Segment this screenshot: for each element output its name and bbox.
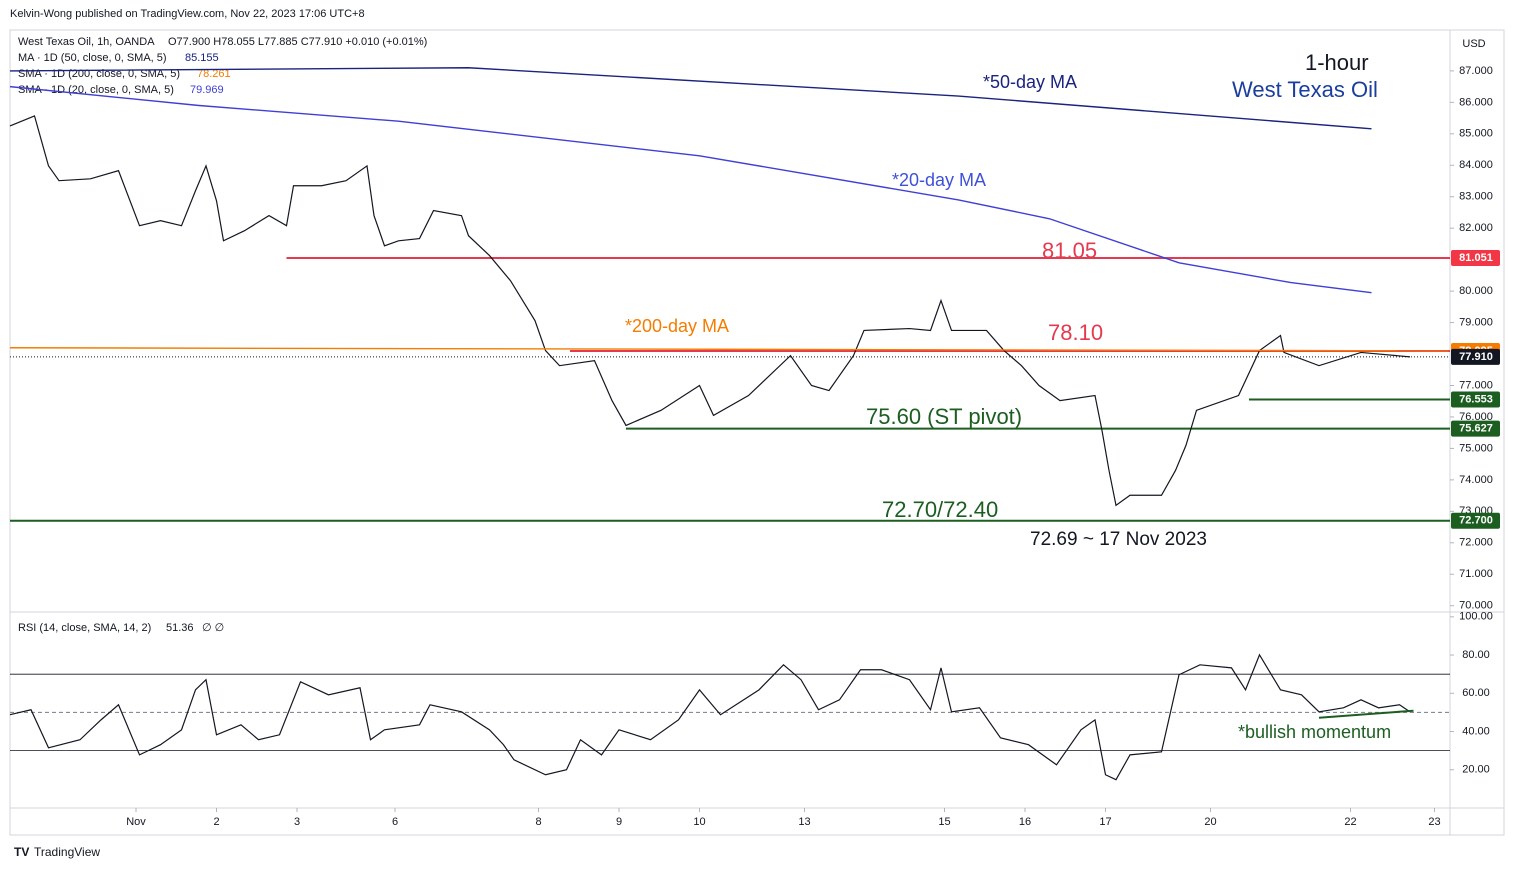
x-tick-label: 10 [693, 816, 705, 828]
price-tag-label: 72.700 [1459, 515, 1493, 527]
y-tick-label: 80.00 [1462, 649, 1490, 661]
x-tick-label: 8 [535, 816, 541, 828]
x-tick-label: 6 [392, 816, 398, 828]
annotation: *bullish momentum [1238, 722, 1391, 742]
y-tick-label: 79.000 [1459, 316, 1493, 328]
x-tick-label: 13 [798, 816, 810, 828]
y-tick-label: 20.00 [1462, 764, 1490, 776]
price-tag [1451, 512, 1500, 529]
logo: TV [14, 845, 29, 859]
annotation: 75.60 (ST pivot) [866, 404, 1022, 429]
y-tick-label: 71.000 [1459, 568, 1493, 580]
legend-ohlc: O77.900 H78.055 L77.885 C77.910 +0.010 (… [168, 36, 427, 48]
y-tick-label: 60.00 [1462, 687, 1490, 699]
series-line [9, 115, 1411, 507]
y-tick-label: 73.000 [1459, 505, 1493, 517]
y-tick-label: 100.00 [1459, 611, 1493, 623]
x-tick-label: 20 [1204, 816, 1216, 828]
y-tick-label: 86.000 [1459, 96, 1493, 108]
x-tick-label: 23 [1428, 816, 1440, 828]
x-tick-label: 3 [294, 816, 300, 828]
x-tick-label: 16 [1019, 816, 1031, 828]
annotation: 72.69 ~ 17 Nov 2023 [1030, 529, 1207, 550]
x-tick-label: 17 [1099, 816, 1111, 828]
price-tag [1451, 348, 1500, 365]
series-line [9, 347, 1449, 352]
y-tick-label: 76.000 [1459, 411, 1493, 423]
price-tag [1451, 250, 1500, 267]
y-tick-label: 80.000 [1459, 285, 1493, 297]
y-tick-label: 74.000 [1459, 474, 1493, 486]
annotation: 72.70/72.40 [882, 497, 998, 522]
series-line [9, 67, 1372, 130]
header: Kelvin-Wong published on TradingView.com… [10, 8, 365, 20]
legend-indicator: SMA · 1D (20, close, 0, SMA, 5) [18, 84, 174, 96]
series-line [1318, 709, 1414, 719]
series-line [9, 85, 1372, 294]
rsi-last: 51.36 [166, 622, 194, 634]
price-tag-label: 77.910 [1459, 351, 1493, 363]
x-tick-label: 2 [213, 816, 219, 828]
series-line [9, 653, 1411, 781]
y-tick-label: 84.000 [1459, 159, 1493, 171]
y-tick-label: 83.000 [1459, 191, 1493, 203]
x-tick-label: 22 [1344, 816, 1356, 828]
price-tag-label: 81.051 [1459, 252, 1493, 264]
annotation: 81.05 [1042, 238, 1097, 263]
y-tick-label: 72.000 [1459, 537, 1493, 549]
y-tick-label: 75.000 [1459, 442, 1493, 454]
y-tick-label: 87.000 [1459, 65, 1493, 77]
annotation: *200-day MA [625, 316, 729, 336]
legend-symbol: West Texas Oil, 1h, OANDA [18, 36, 155, 48]
y-tick-label: 70.000 [1459, 600, 1493, 612]
price-tag-label: 76.553 [1459, 393, 1493, 405]
legend-indicator: MA · 1D (50, close, 0, SMA, 5) [18, 52, 167, 64]
y-tick-label: 82.000 [1459, 222, 1493, 234]
rsi-title: RSI (14, close, SMA, 14, 2) [18, 622, 151, 634]
currency: USD [1462, 38, 1485, 50]
annotation: 78.10 [1048, 320, 1103, 345]
price-tag [1451, 420, 1500, 437]
legend-value: 85.155 [185, 52, 219, 64]
y-tick-label: 40.00 [1462, 725, 1490, 737]
rsi-flags: ∅ ∅ [202, 622, 224, 634]
x-tick-label: Nov [126, 816, 146, 828]
y-tick-label: 77.000 [1459, 379, 1493, 391]
annotation: West Texas Oil [1232, 77, 1378, 102]
annotation: *20-day MA [892, 170, 986, 190]
price-tag [1451, 391, 1500, 408]
footer: TradingView [34, 845, 100, 859]
annotation: *50-day MA [983, 72, 1077, 92]
y-tick-label: 85.000 [1459, 128, 1493, 140]
annotation: 1-hour [1305, 50, 1369, 75]
legend-value: 79.969 [190, 84, 224, 96]
x-tick-label: 9 [616, 816, 622, 828]
legend-value: 78.261 [197, 68, 231, 80]
price-tag-label: 75.627 [1459, 423, 1493, 435]
x-tick-label: 15 [938, 816, 950, 828]
frame [9, 29, 1505, 836]
